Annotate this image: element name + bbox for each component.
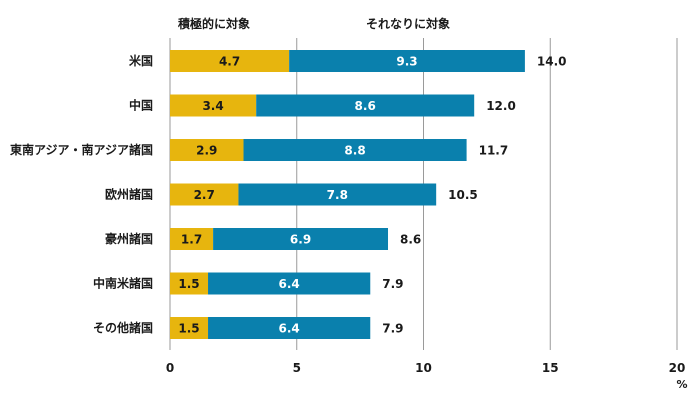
bar-segment-series-2 bbox=[256, 94, 475, 117]
bar-segment-series-2 bbox=[213, 228, 389, 250]
category-label: 米国 bbox=[129, 53, 153, 68]
bar-value-label: 6.4 bbox=[279, 277, 300, 291]
bar-total-label: 12.0 bbox=[486, 99, 516, 113]
bar-total-label: 10.5 bbox=[448, 188, 478, 202]
bar-segment-series-1 bbox=[170, 50, 290, 72]
bar-total-label: 8.6 bbox=[400, 233, 421, 247]
bar-value-label: 4.7 bbox=[219, 55, 240, 69]
bar-segment-series-2 bbox=[289, 50, 525, 72]
x-tick-label: 15 bbox=[542, 361, 559, 375]
bar-value-label: 6.4 bbox=[279, 322, 300, 336]
bar-value-label: 6.9 bbox=[290, 233, 311, 247]
bar-segment-series-2 bbox=[208, 317, 371, 339]
bar-total-label: 7.9 bbox=[382, 322, 403, 336]
x-tick-label: 0 bbox=[166, 361, 174, 375]
bar-value-label: 9.3 bbox=[396, 55, 417, 69]
bar-total-label: 7.9 bbox=[382, 277, 403, 291]
category-label: 中国 bbox=[129, 98, 153, 113]
bar-total-label: 14.0 bbox=[537, 55, 567, 69]
x-tick-label: 20 bbox=[669, 361, 686, 375]
bar-segment-series-1 bbox=[170, 183, 239, 206]
bar-segment-series-2 bbox=[238, 183, 437, 206]
bar-segment-series-1 bbox=[170, 139, 244, 161]
x-axis-unit: % bbox=[676, 378, 687, 391]
bars: 4.7 9.3 14.0 3.4 8.6 12.0 2.9 8.8 11.7 2.7 7.8 10.5… bbox=[170, 50, 567, 339]
bar-segment-series-1 bbox=[170, 272, 209, 295]
bar-segment-series-2 bbox=[208, 272, 371, 295]
bar-value-label: 1.5 bbox=[178, 322, 199, 336]
legend-label-series-1: 積極的に対象 bbox=[177, 16, 250, 31]
bar-value-label: 1.5 bbox=[178, 277, 199, 291]
bar-value-label: 2.9 bbox=[196, 144, 217, 158]
bar-value-label: 3.4 bbox=[202, 99, 223, 113]
category-label: 東南アジア・南アジア諸国 bbox=[10, 142, 153, 157]
bar-total-label: 11.7 bbox=[479, 144, 509, 158]
bar-value-label: 1.7 bbox=[181, 233, 202, 247]
bar-value-label: 8.8 bbox=[344, 144, 365, 158]
legend: 積極的に対象 それなりに対象 bbox=[177, 16, 450, 31]
bar-segment-series-1 bbox=[170, 317, 209, 339]
x-tick-label: 5 bbox=[293, 361, 301, 375]
category-label: 中南米諸国 bbox=[93, 276, 153, 291]
legend-label-series-2: それなりに対象 bbox=[366, 16, 450, 31]
x-tick-label: 10 bbox=[415, 361, 432, 375]
bar-segment-series-2 bbox=[243, 139, 467, 161]
x-axis: 0 5 10 15 20 bbox=[166, 361, 686, 375]
category-label: その他諸国 bbox=[93, 320, 153, 335]
category-label: 欧州諸国 bbox=[105, 187, 153, 202]
bar-value-label: 8.6 bbox=[355, 99, 376, 113]
bar-value-label: 7.8 bbox=[327, 188, 348, 202]
bar-segment-series-1 bbox=[170, 228, 214, 250]
bar-segment-series-1 bbox=[170, 94, 257, 117]
bar-value-label: 2.7 bbox=[194, 188, 215, 202]
category-label: 豪州諸国 bbox=[105, 231, 153, 246]
